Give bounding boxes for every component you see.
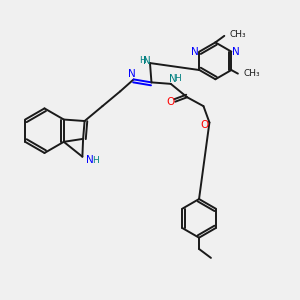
Text: H: H <box>139 56 146 65</box>
Text: N: N <box>143 56 151 66</box>
Text: N: N <box>86 155 94 165</box>
Text: O: O <box>200 120 208 130</box>
Text: N: N <box>169 74 177 83</box>
Text: N: N <box>128 69 136 79</box>
Text: CH₃: CH₃ <box>230 30 246 39</box>
Text: O: O <box>167 97 175 107</box>
Text: N: N <box>191 46 199 57</box>
Text: H: H <box>174 74 181 83</box>
Text: N: N <box>232 46 240 57</box>
Text: H: H <box>92 156 98 165</box>
Text: CH₃: CH₃ <box>243 69 260 78</box>
